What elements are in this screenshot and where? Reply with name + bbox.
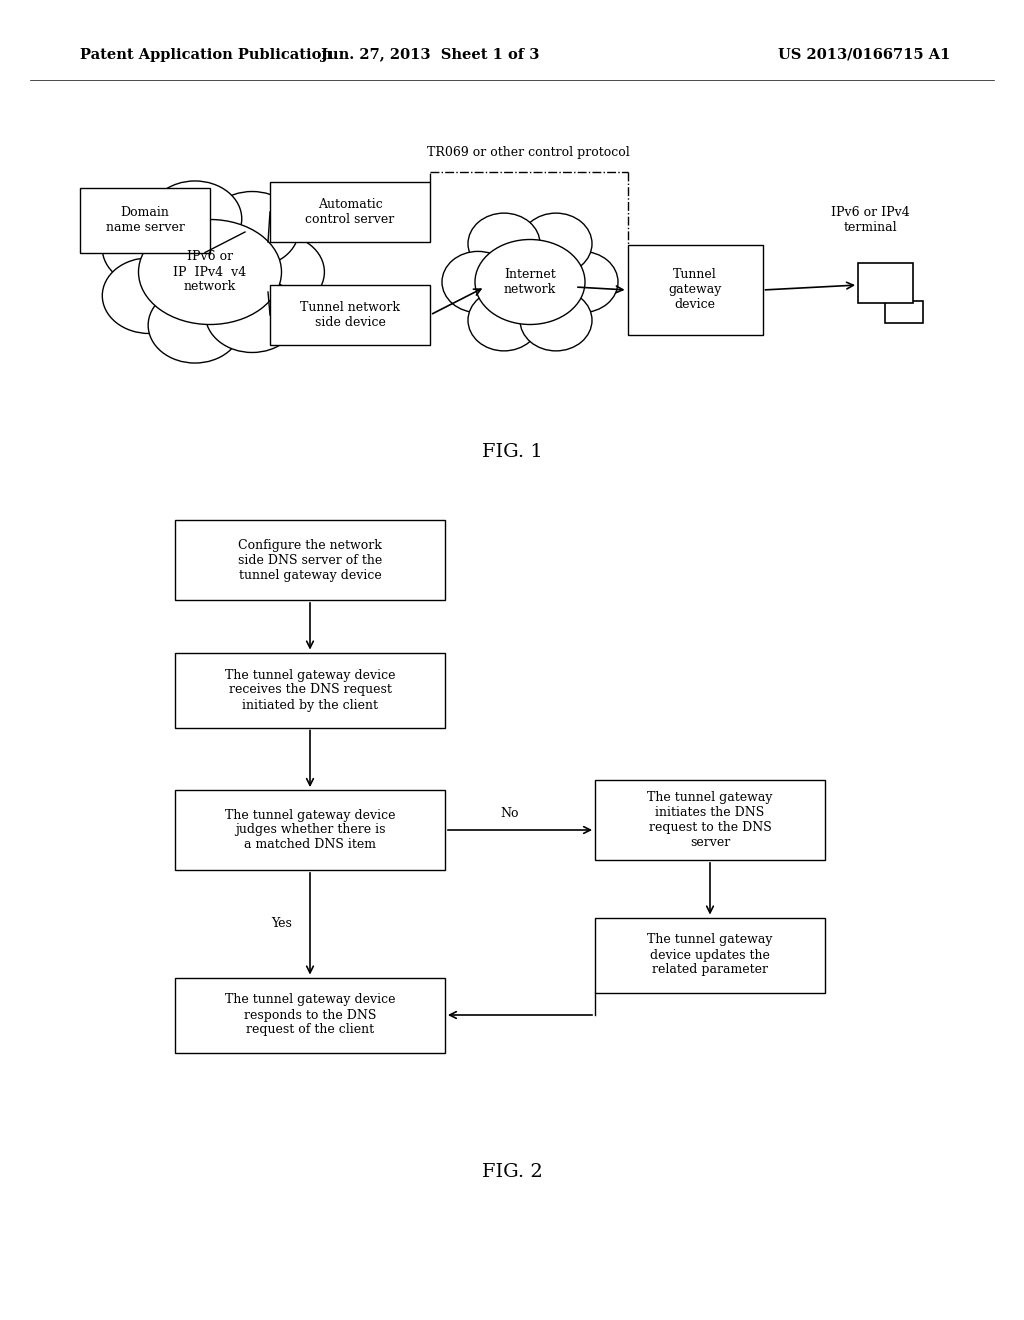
Text: Automatic
control server: Automatic control server — [305, 198, 394, 226]
Text: No: No — [501, 807, 519, 820]
FancyBboxPatch shape — [175, 520, 445, 601]
FancyBboxPatch shape — [858, 263, 913, 304]
FancyBboxPatch shape — [595, 780, 825, 861]
Text: US 2013/0166715 A1: US 2013/0166715 A1 — [777, 48, 950, 62]
Ellipse shape — [102, 257, 196, 334]
Text: TR069 or other control protocol: TR069 or other control protocol — [427, 147, 630, 158]
Ellipse shape — [442, 251, 514, 313]
Ellipse shape — [230, 234, 325, 310]
Text: IPv6 or
IP  IPv4  v4
network: IPv6 or IP IPv4 v4 network — [173, 251, 247, 293]
Text: Jun. 27, 2013  Sheet 1 of 3: Jun. 27, 2013 Sheet 1 of 3 — [321, 48, 540, 62]
Ellipse shape — [475, 239, 585, 325]
FancyBboxPatch shape — [175, 789, 445, 870]
FancyBboxPatch shape — [175, 652, 445, 727]
Ellipse shape — [468, 213, 540, 275]
Text: Domain
name server: Domain name server — [105, 206, 184, 234]
Ellipse shape — [520, 289, 592, 351]
FancyBboxPatch shape — [80, 187, 210, 252]
FancyBboxPatch shape — [595, 917, 825, 993]
Ellipse shape — [102, 210, 196, 286]
Text: IPv6 or IPv4
terminal: IPv6 or IPv4 terminal — [830, 206, 909, 234]
Text: The tunnel gateway device
judges whether there is
a matched DNS item: The tunnel gateway device judges whether… — [224, 808, 395, 851]
Text: Yes: Yes — [271, 917, 292, 931]
Ellipse shape — [148, 288, 242, 363]
Text: FIG. 1: FIG. 1 — [481, 444, 543, 461]
Text: FIG. 2: FIG. 2 — [481, 1163, 543, 1181]
Text: Configure the network
side DNS server of the
tunnel gateway device: Configure the network side DNS server of… — [238, 539, 382, 582]
FancyBboxPatch shape — [885, 301, 923, 323]
Text: Tunnel
gateway
device: Tunnel gateway device — [669, 268, 722, 312]
Text: The tunnel gateway
device updates the
related parameter: The tunnel gateway device updates the re… — [647, 933, 773, 977]
Ellipse shape — [148, 181, 242, 256]
Ellipse shape — [206, 191, 299, 267]
Text: The tunnel gateway device
responds to the DNS
request of the client: The tunnel gateway device responds to th… — [224, 994, 395, 1036]
Text: Internet
network: Internet network — [504, 268, 556, 296]
Text: The tunnel gateway
initiates the DNS
request to the DNS
server: The tunnel gateway initiates the DNS req… — [647, 791, 773, 849]
FancyBboxPatch shape — [270, 182, 430, 242]
Text: Tunnel network
side device: Tunnel network side device — [300, 301, 400, 329]
Text: The tunnel gateway device
receives the DNS request
initiated by the client: The tunnel gateway device receives the D… — [224, 668, 395, 711]
Ellipse shape — [138, 219, 282, 325]
FancyBboxPatch shape — [175, 978, 445, 1052]
FancyBboxPatch shape — [628, 246, 763, 335]
Text: Patent Application Publication: Patent Application Publication — [80, 48, 332, 62]
Ellipse shape — [206, 277, 299, 352]
Ellipse shape — [520, 213, 592, 275]
Ellipse shape — [468, 289, 540, 351]
Ellipse shape — [546, 251, 618, 313]
FancyBboxPatch shape — [270, 285, 430, 345]
